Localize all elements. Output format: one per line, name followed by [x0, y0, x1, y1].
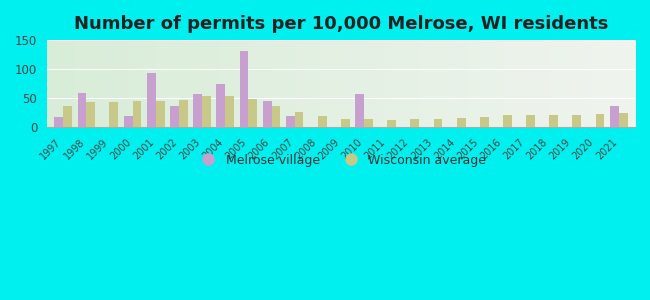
Bar [248, 99, 257, 127]
Bar [341, 118, 350, 127]
Bar [109, 102, 118, 127]
Bar [434, 118, 443, 127]
Bar [216, 84, 226, 127]
Bar [286, 116, 294, 127]
Bar [387, 120, 396, 127]
Bar [549, 115, 558, 127]
Bar [193, 94, 202, 127]
Bar [263, 100, 272, 127]
Bar [240, 51, 248, 127]
Bar [272, 106, 280, 127]
Bar [619, 113, 628, 127]
Bar [147, 73, 156, 127]
Bar [503, 115, 512, 127]
Bar [202, 97, 211, 127]
Bar [573, 115, 581, 127]
Bar [595, 114, 604, 127]
Bar [179, 100, 188, 127]
Bar [410, 119, 419, 127]
Bar [77, 93, 86, 127]
Bar [364, 118, 373, 127]
Legend: Melrose village, Wisconsin average: Melrose village, Wisconsin average [190, 148, 491, 172]
Bar [356, 94, 364, 127]
Bar [86, 102, 95, 127]
Bar [457, 118, 465, 127]
Bar [170, 106, 179, 127]
Bar [63, 106, 72, 127]
Bar [226, 96, 234, 127]
Bar [294, 112, 304, 127]
Bar [526, 115, 535, 127]
Bar [124, 116, 133, 127]
Bar [610, 106, 619, 127]
Bar [133, 101, 142, 127]
Bar [156, 101, 164, 127]
Bar [318, 116, 327, 127]
Bar [480, 117, 489, 127]
Title: Number of permits per 10,000 Melrose, WI residents: Number of permits per 10,000 Melrose, WI… [74, 15, 608, 33]
Bar [55, 117, 63, 127]
